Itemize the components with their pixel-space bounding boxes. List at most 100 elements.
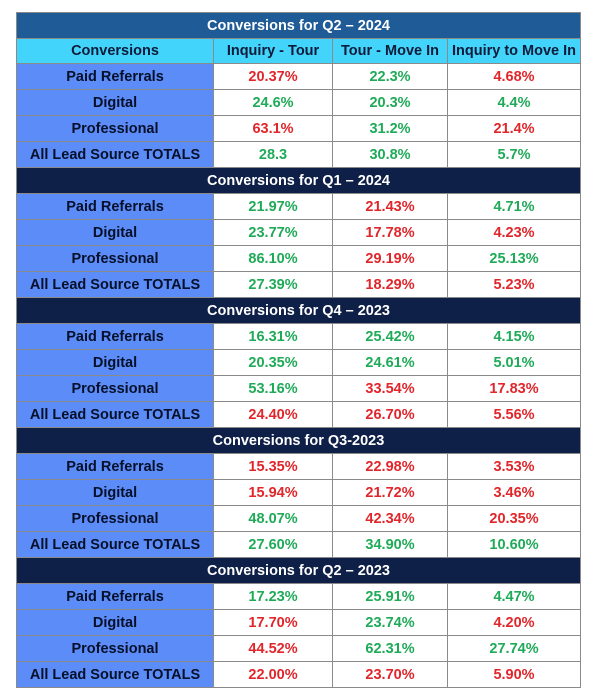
value-cell: 21.72%	[332, 479, 448, 506]
row-label: Professional	[16, 115, 214, 142]
value-cell: 5.23%	[447, 271, 581, 298]
table-row: Paid Referrals 17.23% 25.91% 4.47%	[16, 583, 581, 610]
value-cell: 4.15%	[447, 323, 581, 350]
value-cell: 23.77%	[213, 219, 333, 246]
value-cell: 21.4%	[447, 115, 581, 142]
value-cell: 20.35%	[447, 505, 581, 532]
table-row: Professional 86.10% 29.19% 25.13%	[16, 245, 581, 272]
value-cell: 20.35%	[213, 349, 333, 376]
table-row: Paid Referrals 20.37% 22.3% 4.68%	[16, 63, 581, 90]
table-row: Digital 15.94% 21.72% 3.46%	[16, 479, 581, 506]
value-cell: 33.54%	[332, 375, 448, 402]
row-label: Digital	[16, 219, 214, 246]
value-cell: 17.83%	[447, 375, 581, 402]
row-label: Paid Referrals	[16, 63, 214, 90]
value-cell: 22.00%	[213, 661, 333, 688]
value-cell: 24.40%	[213, 401, 333, 428]
table-row: Professional 63.1% 31.2% 21.4%	[16, 115, 581, 142]
value-cell: 28.3	[213, 141, 333, 168]
row-label: All Lead Source TOTALS	[16, 141, 214, 168]
value-cell: 42.34%	[332, 505, 448, 532]
value-cell: 23.74%	[332, 609, 448, 636]
section-title-row: Conversions for Q4 – 2023	[16, 297, 581, 324]
column-header: Inquiry to Move In	[447, 38, 581, 64]
value-cell: 25.91%	[332, 583, 448, 610]
value-cell: 3.46%	[447, 479, 581, 506]
section-title-row: Conversions for Q2 – 2024	[16, 12, 581, 39]
column-header: Inquiry - Tour	[213, 38, 333, 64]
value-cell: 31.2%	[332, 115, 448, 142]
section-title-row: Conversions for Q3-2023	[16, 427, 581, 454]
value-cell: 17.70%	[213, 609, 333, 636]
table-row: Paid Referrals 21.97% 21.43% 4.71%	[16, 193, 581, 220]
value-cell: 27.74%	[447, 635, 581, 662]
value-cell: 4.4%	[447, 89, 581, 116]
section-title: Conversions for Q4 – 2023	[16, 297, 581, 324]
conversions-table: Conversions for Q2 – 2024 Conversions Inqu…	[16, 12, 581, 688]
value-cell: 17.78%	[332, 219, 448, 246]
row-label: All Lead Source TOTALS	[16, 531, 214, 558]
column-header: Tour - Move In	[332, 38, 448, 64]
row-label: Digital	[16, 609, 214, 636]
value-cell: 16.31%	[213, 323, 333, 350]
section-title: Conversions for Q2 – 2024	[16, 12, 581, 39]
value-cell: 22.98%	[332, 453, 448, 480]
value-cell: 21.43%	[332, 193, 448, 220]
value-cell: 18.29%	[332, 271, 448, 298]
value-cell: 53.16%	[213, 375, 333, 402]
value-cell: 4.23%	[447, 219, 581, 246]
value-cell: 25.13%	[447, 245, 581, 272]
row-label: Paid Referrals	[16, 453, 214, 480]
table-row: Professional 48.07% 42.34% 20.35%	[16, 505, 581, 532]
row-label: Professional	[16, 505, 214, 532]
value-cell: 44.52%	[213, 635, 333, 662]
row-label: Professional	[16, 245, 214, 272]
table-row: Digital 20.35% 24.61% 5.01%	[16, 349, 581, 376]
value-cell: 4.68%	[447, 63, 581, 90]
value-cell: 20.37%	[213, 63, 333, 90]
row-label: All Lead Source TOTALS	[16, 661, 214, 688]
column-header: Conversions	[16, 38, 214, 64]
section-title: Conversions for Q2 – 2023	[16, 557, 581, 584]
table-row: Paid Referrals 15.35% 22.98% 3.53%	[16, 453, 581, 480]
row-label: Professional	[16, 635, 214, 662]
section-title-row: Conversions for Q1 – 2024	[16, 167, 581, 194]
table-row: Professional 53.16% 33.54% 17.83%	[16, 375, 581, 402]
table-row: All Lead Source TOTALS 27.60% 34.90% 10.60%	[16, 531, 581, 558]
table-row: All Lead Source TOTALS 24.40% 26.70% 5.56%	[16, 401, 581, 428]
value-cell: 62.31%	[332, 635, 448, 662]
value-cell: 22.3%	[332, 63, 448, 90]
row-label: Digital	[16, 479, 214, 506]
table-row: Paid Referrals 16.31% 25.42% 4.15%	[16, 323, 581, 350]
conversions-report: Conversions for Q2 – 2024 Conversions Inqu…	[16, 12, 581, 688]
value-cell: 4.20%	[447, 609, 581, 636]
row-label: Digital	[16, 349, 214, 376]
section-title: Conversions for Q3-2023	[16, 427, 581, 454]
row-label: Paid Referrals	[16, 193, 214, 220]
value-cell: 23.70%	[332, 661, 448, 688]
value-cell: 25.42%	[332, 323, 448, 350]
row-label: Paid Referrals	[16, 323, 214, 350]
row-label: Digital	[16, 89, 214, 116]
value-cell: 5.90%	[447, 661, 581, 688]
value-cell: 63.1%	[213, 115, 333, 142]
value-cell: 5.56%	[447, 401, 581, 428]
value-cell: 27.39%	[213, 271, 333, 298]
value-cell: 48.07%	[213, 505, 333, 532]
conversions-table-body: Conversions for Q2 – 2024 Conversions Inqu…	[16, 12, 581, 688]
row-label: Professional	[16, 375, 214, 402]
value-cell: 20.3%	[332, 89, 448, 116]
value-cell: 15.94%	[213, 479, 333, 506]
value-cell: 4.71%	[447, 193, 581, 220]
row-label: Paid Referrals	[16, 583, 214, 610]
value-cell: 26.70%	[332, 401, 448, 428]
row-label: All Lead Source TOTALS	[16, 271, 214, 298]
value-cell: 5.01%	[447, 349, 581, 376]
value-cell: 29.19%	[332, 245, 448, 272]
row-label: All Lead Source TOTALS	[16, 401, 214, 428]
table-row: Digital 17.70% 23.74% 4.20%	[16, 609, 581, 636]
value-cell: 15.35%	[213, 453, 333, 480]
value-cell: 4.47%	[447, 583, 581, 610]
column-header-row: Conversions Inquiry - Tour Tour - Move In I…	[16, 38, 581, 64]
table-row: All Lead Source TOTALS 27.39% 18.29% 5.23%	[16, 271, 581, 298]
